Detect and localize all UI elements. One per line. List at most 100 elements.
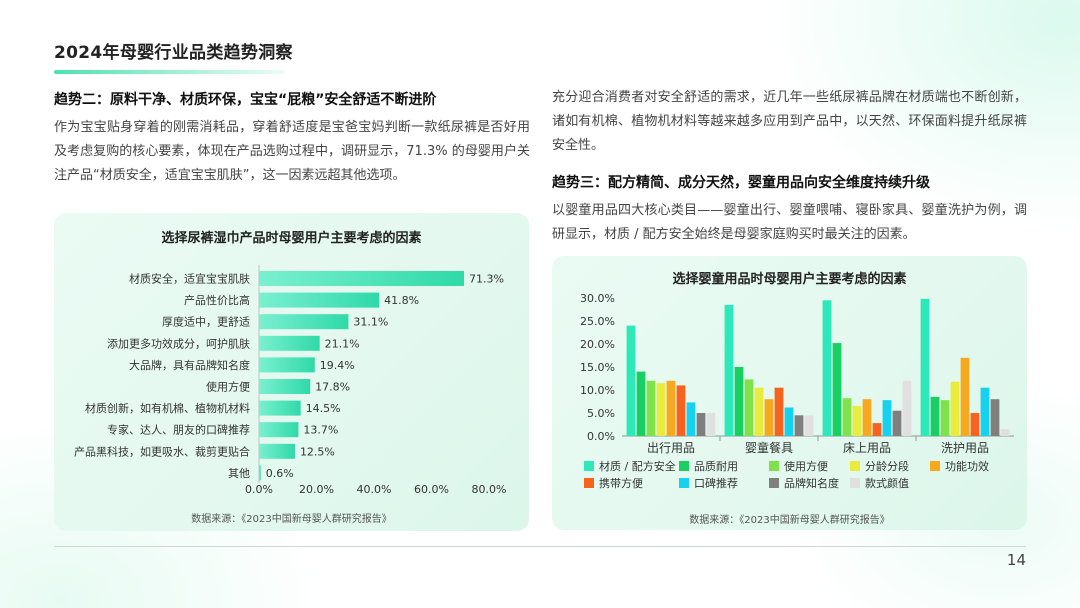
chart2-bar bbox=[666, 380, 676, 436]
chart2-bar bbox=[960, 357, 970, 436]
chart1-category-label: 添加更多功效成分，呵护肌肤 bbox=[107, 336, 250, 350]
chart2-legend-swatch bbox=[584, 478, 594, 488]
chart1-value-label: 31.1% bbox=[353, 316, 388, 329]
chart1-bar bbox=[259, 422, 299, 438]
chart1-category-label: 产品黑科技，如更吸水、裁剪更贴合 bbox=[74, 444, 250, 458]
chart2-bar bbox=[940, 400, 950, 436]
chart1-title: 选择尿裤湿巾产品时母婴用户主要考虑的因素 bbox=[161, 231, 422, 246]
chart1-source: 数据来源：《2023中国新母婴人群研究报告》 bbox=[191, 514, 392, 525]
chart2-category-label: 洗护用品 bbox=[941, 441, 989, 455]
chart2-category-label: 出行用品 bbox=[647, 441, 695, 455]
chart2-y-tick-label: 20.0% bbox=[580, 338, 615, 351]
chart1-bar bbox=[259, 335, 320, 351]
chart1-value-label: 12.5% bbox=[300, 445, 335, 458]
chart1-value-label: 14.5% bbox=[306, 402, 341, 415]
chart2-legend-label: 材质 / 配方安全 bbox=[599, 459, 676, 473]
chart2-bar bbox=[892, 410, 902, 436]
chart2-bar bbox=[990, 399, 1000, 436]
footer-divider bbox=[54, 546, 1026, 547]
chart1-x-tick-label: 20.0% bbox=[299, 483, 334, 496]
chart1-x-tick-label: 60.0% bbox=[414, 483, 449, 496]
chart2-bar bbox=[706, 413, 716, 436]
chart1-value-label: 17.8% bbox=[315, 381, 350, 394]
chart2-y-tick-label: 5.0% bbox=[587, 407, 615, 420]
chart1-bar bbox=[259, 443, 295, 459]
chart2-bar bbox=[696, 413, 706, 436]
page-number: 14 bbox=[1006, 551, 1026, 569]
chart2-legend-swatch bbox=[769, 478, 779, 488]
chart1-value-label: 0.6% bbox=[266, 467, 294, 480]
chart2-category-label: 婴童餐具 bbox=[745, 440, 793, 455]
chart2-legend-swatch bbox=[850, 461, 860, 471]
chart2-legend-swatch bbox=[679, 478, 689, 488]
chart2-bar bbox=[804, 415, 814, 436]
chart1-x-tick-label: 0.0% bbox=[245, 483, 273, 496]
chart2-bar bbox=[872, 423, 882, 436]
chart2-bar bbox=[656, 383, 666, 436]
chart2-bar bbox=[794, 415, 804, 436]
chart2-y-tick-label: 15.0% bbox=[580, 361, 615, 374]
section2-paragraph-cont: 充分迎合消费者对安全舒适的需求，近几年一些纸尿裤品牌在材质端也不断创新，诸如有机… bbox=[552, 90, 1027, 153]
title-underline bbox=[54, 70, 284, 74]
chart1-bar bbox=[259, 465, 261, 481]
chart1-category-label: 材质安全，适宜宝宝肌肤 bbox=[129, 272, 250, 286]
chart1-category-label: 产品性价比高 bbox=[184, 293, 250, 307]
chart2-legend-label: 品牌知名度 bbox=[784, 476, 839, 490]
chart2-bar bbox=[822, 300, 832, 436]
chart2-card: 选择婴童用品时母婴用户主要考虑的因素 0.0% 5.0% 10.0% 15.0% 20.… bbox=[552, 256, 1027, 530]
chart2-bar bbox=[744, 379, 754, 436]
chart2-bar bbox=[774, 387, 784, 436]
chart2-y-tick-label: 0.0% bbox=[587, 430, 615, 443]
chart2-category-label: 床上用品 bbox=[843, 441, 891, 455]
chart2-legend-swatch bbox=[930, 461, 940, 471]
chart1-category-label: 材质创新，如有机棉、植物机材料 bbox=[85, 401, 250, 415]
chart1-category-label: 厚度适中，更舒适 bbox=[162, 315, 250, 329]
chart1-category-label: 其他 bbox=[228, 467, 250, 480]
chart1-hbar: 材质安全，适宜宝宝肌肤 71.3% 产品性价比高 41.8% 厚度适中，更舒适 31.1%… bbox=[74, 265, 507, 496]
chart2-y-tick-label: 25.0% bbox=[580, 315, 615, 328]
chart2-legend-label: 使用方便 bbox=[784, 459, 828, 473]
chart2-bar bbox=[646, 380, 656, 436]
chart1-x-tick-label: 80.0% bbox=[472, 483, 507, 496]
chart2-legend-label: 分龄分段 bbox=[865, 459, 909, 473]
chart2-bar bbox=[764, 399, 774, 436]
section2-heading: 趋势二：原料干净、材质环保，宝宝“屁粮”安全舒适不断进阶 bbox=[54, 92, 437, 108]
chart1-category-label: 大品牌，具有品牌知名度 bbox=[129, 358, 250, 372]
chart1-x-tick-label: 40.0% bbox=[357, 483, 392, 496]
chart2-bar bbox=[980, 387, 990, 436]
chart1-bar bbox=[259, 271, 464, 286]
section3-heading: 趋势三：配方精简、成分天然，婴童用品向安全维度持续升级 bbox=[552, 175, 930, 191]
chart2-legend-label: 携带方便 bbox=[599, 476, 643, 490]
chart2-y-tick-label: 30.0% bbox=[580, 292, 615, 305]
chart1-value-label: 71.3% bbox=[469, 273, 504, 286]
chart2-bar bbox=[686, 402, 696, 436]
chart1-value-label: 21.1% bbox=[325, 337, 360, 350]
chart2-title: 选择婴童用品时母婴用户主要考虑的因素 bbox=[672, 272, 907, 287]
chart2-legend-label: 款式颜值 bbox=[865, 476, 909, 490]
section2-paragraph: 作为宝宝贴身穿着的刚需消耗品，穿着舒适度是宝爸宝妈判断一款纸尿裤是否好用及考虑复… bbox=[54, 120, 530, 183]
chart1-value-label: 41.8% bbox=[384, 294, 419, 307]
chart1-bar bbox=[259, 314, 349, 330]
chart2-bar bbox=[970, 413, 980, 436]
chart2-bar bbox=[754, 387, 764, 436]
chart2-legend-swatch bbox=[769, 461, 779, 471]
chart1-bar bbox=[259, 379, 311, 394]
chart2-legend-label: 功能功效 bbox=[945, 459, 989, 473]
section3-paragraph: 以婴童用品四大核心类目——婴童出行、婴童喂哺、寝卧家具、婴童洗护为例，调研显示，… bbox=[552, 203, 1027, 242]
chart1-category-label: 专家、达人、朋友的口碑推荐 bbox=[107, 423, 250, 437]
chart2-bar bbox=[832, 343, 842, 436]
chart1-value-label: 13.7% bbox=[303, 424, 338, 437]
chart1-bar bbox=[259, 400, 301, 416]
chart1-bar bbox=[259, 292, 380, 308]
chart1-bar bbox=[259, 357, 315, 373]
chart1-category-label: 使用方便 bbox=[206, 380, 250, 394]
chart2-source: 数据来源：《2023中国新母婴人群研究报告》 bbox=[689, 515, 890, 526]
chart2-legend-swatch bbox=[679, 461, 689, 471]
chart1-value-label: 19.4% bbox=[320, 359, 355, 372]
chart2-grouped-bar: 0.0% 5.0% 10.0% 15.0% 20.0% 25.0% 30.0% 出行用品 婴童餐… bbox=[580, 292, 1014, 490]
chart2-bar bbox=[950, 381, 960, 436]
chart2-legend-swatch bbox=[850, 478, 860, 488]
chart2-bar bbox=[1000, 429, 1010, 436]
chart2-legend-swatch bbox=[584, 461, 594, 471]
chart1-card: 选择尿裤湿巾产品时母婴用户主要考虑的因素 材质安全，适宜宝宝肌肤 71.3% 产品性… bbox=[54, 213, 529, 531]
